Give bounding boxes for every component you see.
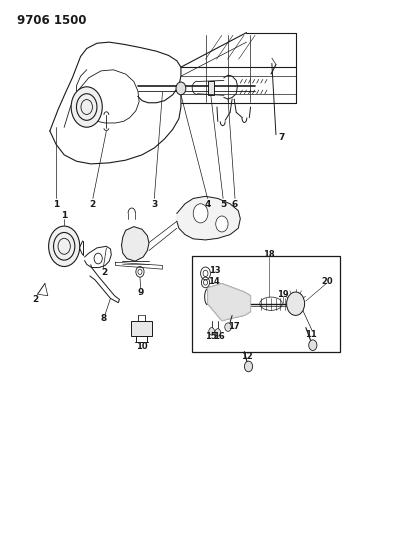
Polygon shape bbox=[208, 82, 214, 95]
Circle shape bbox=[286, 292, 305, 316]
Circle shape bbox=[209, 328, 215, 335]
Text: 2: 2 bbox=[32, 295, 39, 304]
Text: 6: 6 bbox=[232, 200, 238, 209]
Text: 3: 3 bbox=[151, 200, 157, 209]
Text: 15: 15 bbox=[205, 332, 216, 341]
Text: 10: 10 bbox=[136, 342, 148, 351]
Text: 12: 12 bbox=[241, 352, 253, 361]
Polygon shape bbox=[208, 284, 251, 321]
Polygon shape bbox=[122, 227, 149, 261]
Circle shape bbox=[48, 226, 80, 266]
Text: 9: 9 bbox=[138, 288, 144, 297]
Text: 11: 11 bbox=[305, 330, 317, 339]
Text: 1: 1 bbox=[53, 200, 59, 209]
Text: 2: 2 bbox=[90, 200, 96, 209]
Text: 5: 5 bbox=[220, 200, 226, 209]
Circle shape bbox=[225, 323, 231, 332]
Text: 9706 1500: 9706 1500 bbox=[17, 14, 87, 27]
Bar bbox=[131, 321, 152, 336]
Text: 20: 20 bbox=[322, 277, 333, 286]
Text: 14: 14 bbox=[208, 277, 219, 286]
Text: 4: 4 bbox=[204, 200, 211, 209]
Text: 19: 19 bbox=[277, 289, 289, 298]
Text: 1: 1 bbox=[61, 211, 67, 220]
Text: 18: 18 bbox=[263, 251, 275, 260]
Bar bbox=[192, 256, 340, 352]
Circle shape bbox=[71, 87, 102, 127]
Polygon shape bbox=[177, 196, 240, 240]
Circle shape bbox=[245, 361, 253, 372]
Circle shape bbox=[309, 340, 317, 351]
Circle shape bbox=[215, 329, 221, 336]
Circle shape bbox=[193, 204, 208, 223]
Text: 13: 13 bbox=[209, 266, 220, 275]
Text: 16: 16 bbox=[213, 332, 224, 341]
Text: 7: 7 bbox=[278, 133, 284, 142]
Text: 8: 8 bbox=[101, 313, 107, 322]
Circle shape bbox=[216, 216, 228, 232]
Text: 2: 2 bbox=[101, 269, 107, 277]
Circle shape bbox=[176, 82, 186, 95]
Text: 17: 17 bbox=[228, 321, 239, 330]
